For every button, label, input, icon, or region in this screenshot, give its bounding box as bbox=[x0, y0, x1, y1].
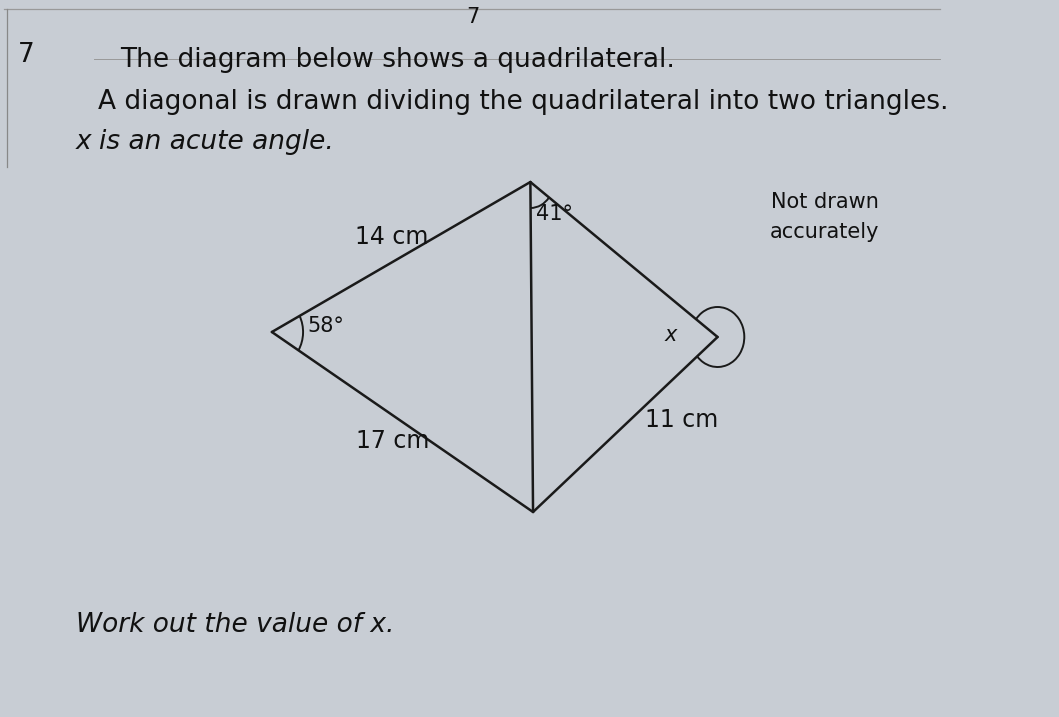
Text: 7: 7 bbox=[466, 7, 479, 27]
Text: A diagonal is drawn dividing the quadrilateral into two triangles.: A diagonal is drawn dividing the quadril… bbox=[98, 89, 949, 115]
Text: accurately: accurately bbox=[770, 222, 879, 242]
Text: Work out the value of x.: Work out the value of x. bbox=[76, 612, 394, 638]
Text: The diagram below shows a quadrilateral.: The diagram below shows a quadrilateral. bbox=[121, 47, 676, 73]
Text: 11 cm: 11 cm bbox=[645, 407, 718, 432]
Text: x is an acute angle.: x is an acute angle. bbox=[76, 129, 335, 155]
Text: 58°: 58° bbox=[307, 316, 344, 336]
Text: 14 cm: 14 cm bbox=[356, 225, 429, 250]
Text: 7: 7 bbox=[18, 42, 35, 68]
Text: 41°: 41° bbox=[536, 204, 573, 224]
Text: 17 cm: 17 cm bbox=[356, 429, 429, 452]
Text: Not drawn: Not drawn bbox=[771, 192, 879, 212]
Text: x: x bbox=[664, 325, 677, 345]
